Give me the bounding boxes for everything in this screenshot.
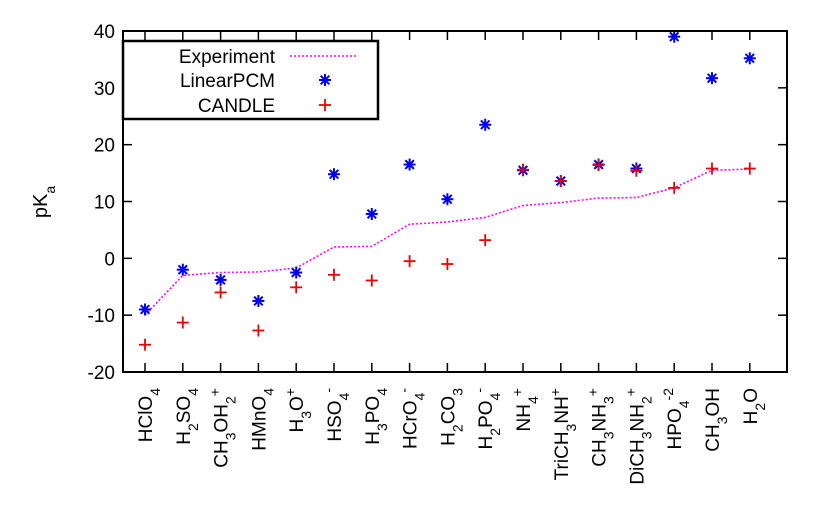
candle-point xyxy=(743,162,756,175)
y-tick-label: -10 xyxy=(88,306,115,327)
candle-point xyxy=(290,281,303,294)
candle-point xyxy=(630,164,643,177)
linearpcm-point xyxy=(252,294,265,307)
legend-swatch xyxy=(319,74,331,86)
candle-point xyxy=(706,162,718,175)
candle-point xyxy=(176,316,189,329)
legend-label: CANDLE xyxy=(198,96,275,117)
legend-swatch xyxy=(319,99,331,111)
series-experiment xyxy=(144,168,750,316)
linearpcm-point xyxy=(176,263,189,276)
category-label: DiCH3NH2+ xyxy=(622,388,654,485)
candle-point xyxy=(214,286,227,299)
category-label: HClO4 xyxy=(136,388,163,442)
y-tick-label: 20 xyxy=(94,136,115,157)
legend-label: Experiment xyxy=(179,47,276,68)
candle-point xyxy=(554,175,567,188)
category-label: TriCH3NH+ xyxy=(547,388,579,480)
category-label: H2PO4- xyxy=(471,388,503,450)
candle-point xyxy=(592,159,605,172)
candle-point xyxy=(441,258,454,271)
legend: Experiment LinearPCM CANDLE xyxy=(121,39,380,121)
legend-label: LinearPCM xyxy=(180,71,275,92)
candle-point xyxy=(517,163,529,176)
category-label: H2O xyxy=(741,388,768,424)
category-label: H2CO3 xyxy=(438,388,465,446)
linearpcm-point xyxy=(479,118,492,131)
series-candle xyxy=(139,159,756,351)
linearpcm-point xyxy=(328,168,340,181)
y-axis-title: pKa xyxy=(30,186,58,218)
linearpcm-point xyxy=(706,72,718,85)
y-tick-label: 30 xyxy=(94,79,115,100)
linearpcm-point xyxy=(214,273,227,286)
candle-point xyxy=(479,234,492,247)
linearpcm-point xyxy=(743,52,756,65)
candle-point xyxy=(139,338,151,351)
candle-point xyxy=(668,181,681,194)
category-label: H2SO4 xyxy=(174,388,201,445)
category-label: H3O+ xyxy=(282,388,314,433)
linearpcm-point xyxy=(139,303,151,316)
plot-area-frame xyxy=(122,30,788,373)
experiment-line xyxy=(144,168,750,316)
linearpcm-point xyxy=(365,208,378,221)
y-axis-label: pKa xyxy=(30,186,58,218)
y-tick-label: -20 xyxy=(88,363,115,384)
linearpcm-point xyxy=(403,158,416,171)
candle-point xyxy=(403,255,416,268)
linearpcm-point xyxy=(290,266,303,279)
category-label: HMnO4 xyxy=(249,388,276,451)
linearpcm-point xyxy=(668,30,681,43)
y-tick-label: 40 xyxy=(94,22,115,43)
category-label: H3PO4 xyxy=(363,388,390,445)
linearpcm-point xyxy=(441,193,454,206)
category-label: CH3OH2+ xyxy=(207,388,239,468)
legend-box xyxy=(121,39,380,121)
category-label: CH3OH xyxy=(703,388,730,452)
y-tick-label: 0 xyxy=(104,249,115,270)
category-label: NH4+ xyxy=(509,388,541,431)
candle-point xyxy=(252,324,265,337)
candle-point xyxy=(365,274,378,287)
category-label: HPO4-2 xyxy=(660,388,692,450)
y-tick-label: 10 xyxy=(94,193,115,214)
y-axis-ticks: -20 -10 0 10 20 30 40 xyxy=(88,22,787,384)
category-label: HCrO4- xyxy=(396,388,428,449)
category-label: HSO4- xyxy=(320,388,352,442)
candle-point xyxy=(328,268,340,281)
category-label: CH3NH3+ xyxy=(585,388,617,467)
